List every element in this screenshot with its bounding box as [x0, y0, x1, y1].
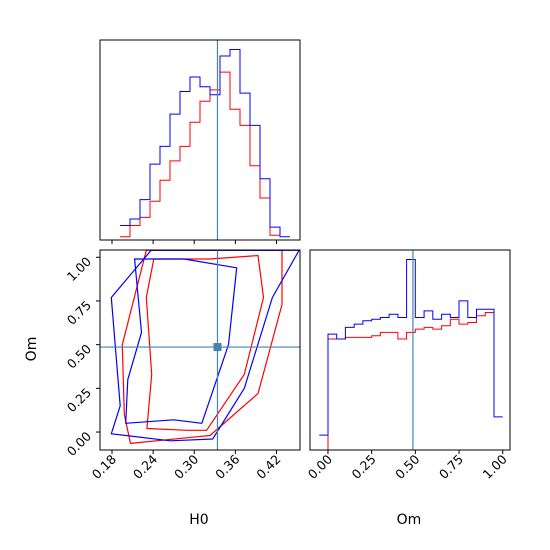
om-x-tick-label: 0.75 [436, 452, 466, 482]
h0-x-tick-label: 0.42 [253, 452, 283, 482]
om-y-tick-label: 1.00 [64, 254, 94, 284]
om-x-tick-label: 0.25 [348, 452, 378, 482]
contour-blue-1 [110, 250, 300, 442]
om-y-tick-label: 0.50 [64, 341, 94, 371]
om-histogram-red [319, 312, 494, 451]
y-axis-label-om: Om [24, 337, 40, 362]
h0-histogram-frame [99, 39, 301, 241]
h0-histogram-blue [120, 49, 290, 238]
h0-x-tick-label: 0.18 [89, 451, 119, 481]
om-histogram-frame [309, 249, 511, 451]
om-x-tick-label: 1.00 [480, 451, 510, 481]
om-y-tick-label: 0.25 [64, 385, 94, 415]
h0-histogram-red [120, 71, 280, 238]
om-histogram-panel: 0.00 0.25 0.50 0.75 1.00 [305, 249, 511, 482]
h0-x-tick-label: 0.30 [171, 451, 201, 481]
contour-red-2 [145, 254, 265, 431]
om-x-tick-label: 0.00 [305, 451, 335, 481]
om-y-tick-label: 0.75 [64, 297, 94, 327]
x-axis-label-om: Om [397, 512, 422, 528]
om-histogram-blue [319, 259, 503, 436]
om-y-tick-label: 0.00 [64, 429, 94, 459]
om-x-tick-label: 0.50 [392, 451, 422, 481]
h0-x-tick-label: 0.24 [130, 451, 160, 481]
h0-om-contour-panel: 0.18 0.24 0.30 0.36 0.42 0.00 0.25 0.50 0.75 1.00 [64, 249, 301, 482]
x-axis-label-h0: H0 [189, 512, 208, 528]
joint-frame [99, 249, 301, 451]
truth-marker [213, 343, 222, 352]
contour-blue-2 [125, 258, 238, 424]
h0-x-tick-label: 0.36 [212, 451, 242, 481]
h0-histogram-panel [99, 39, 301, 244]
